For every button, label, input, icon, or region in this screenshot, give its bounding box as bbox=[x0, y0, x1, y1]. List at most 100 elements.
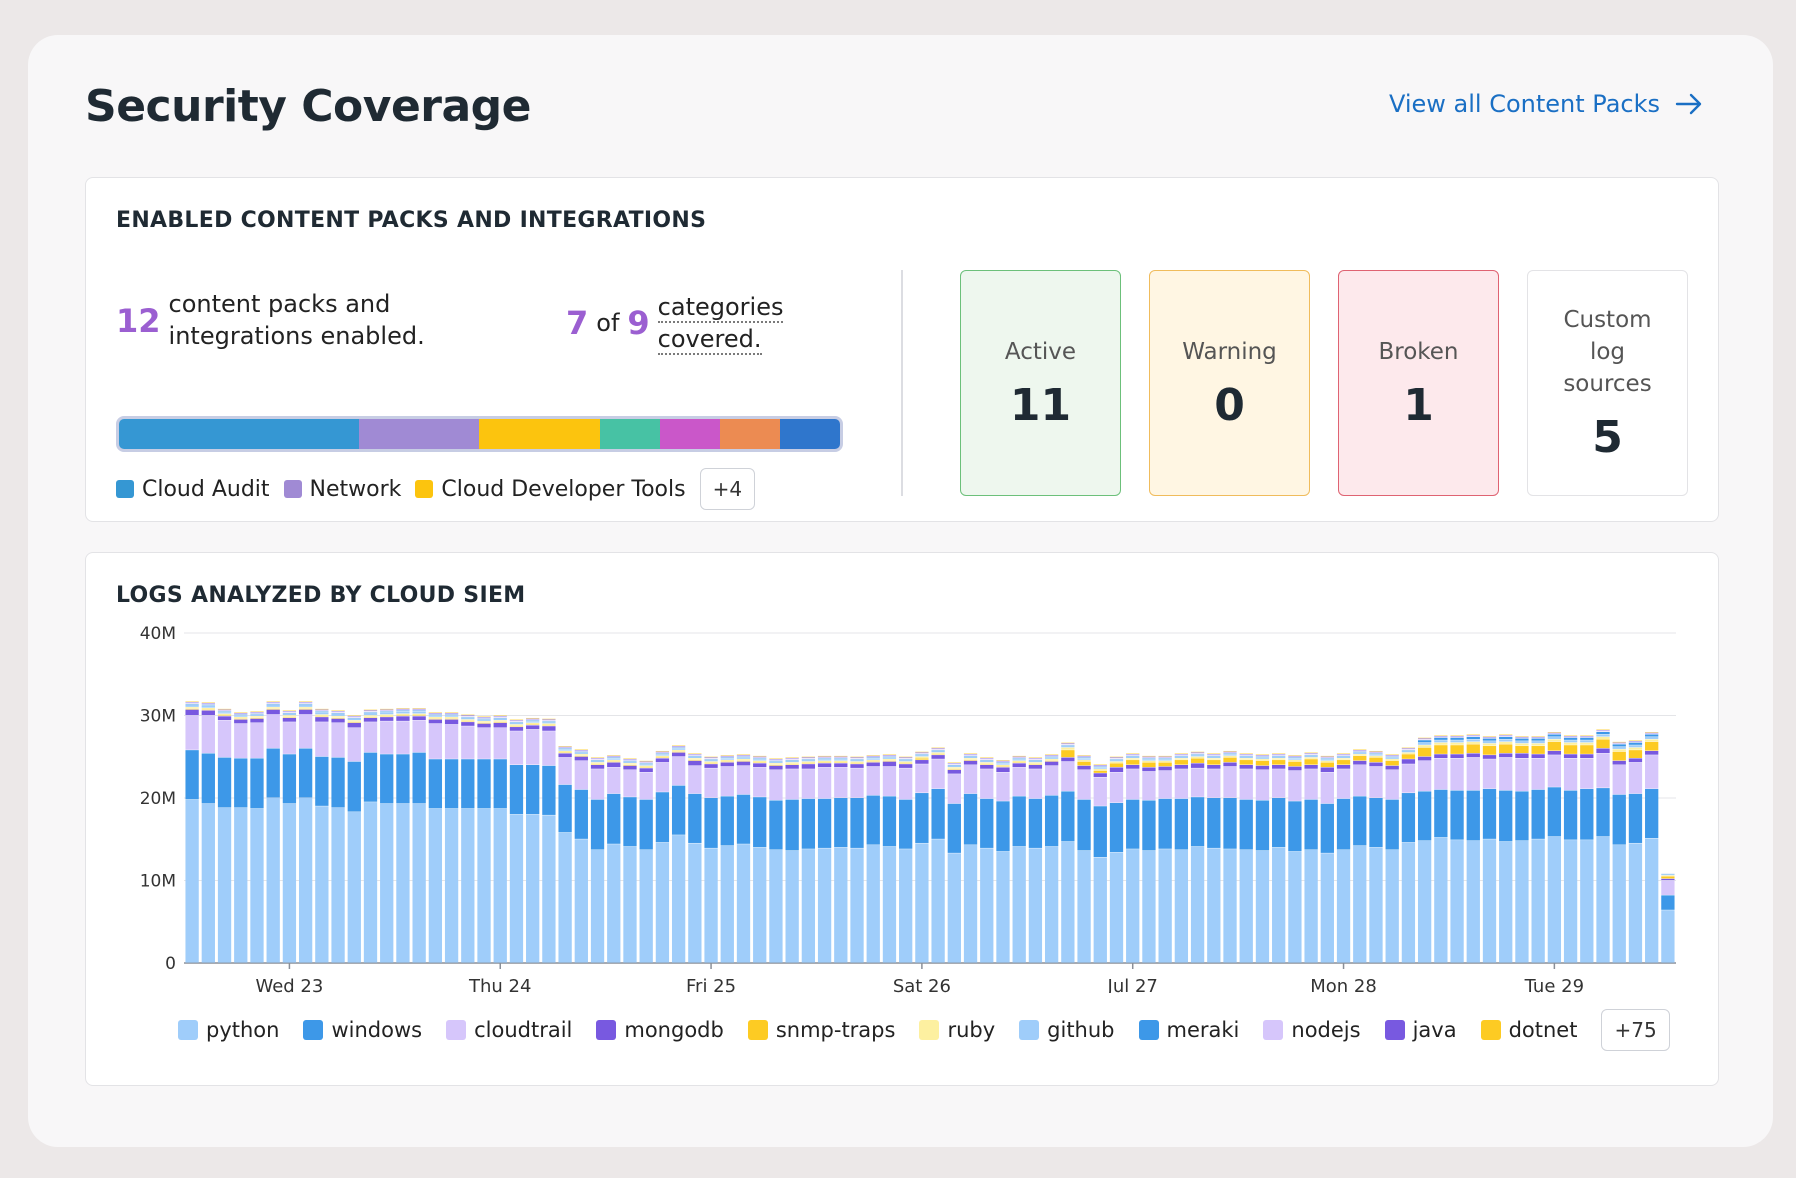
bar-ruby[interactable] bbox=[1044, 759, 1059, 761]
bar-mongodb[interactable] bbox=[1272, 765, 1286, 769]
bar-ruby[interactable] bbox=[996, 765, 1010, 767]
bar-snmp-traps[interactable] bbox=[1547, 741, 1562, 751]
bar-github[interactable] bbox=[1158, 759, 1172, 761]
bar-ruby[interactable] bbox=[201, 708, 215, 710]
bar-ruby[interactable] bbox=[1482, 743, 1497, 746]
bar-mongodb[interactable] bbox=[282, 717, 297, 722]
bar-python[interactable] bbox=[1288, 851, 1302, 963]
bar-windows[interactable] bbox=[477, 759, 491, 809]
bar-cloudtrail[interactable] bbox=[444, 724, 459, 759]
bar-snmp-traps[interactable] bbox=[1434, 745, 1448, 754]
bar-windows[interactable] bbox=[1239, 799, 1253, 850]
bar-windows[interactable] bbox=[1369, 798, 1383, 848]
bar-cloudtrail[interactable] bbox=[185, 715, 199, 750]
bar-mongodb[interactable] bbox=[801, 764, 816, 769]
bar-python[interactable] bbox=[1028, 848, 1043, 963]
legend-item-github[interactable]: github bbox=[1019, 1018, 1115, 1042]
bar-mongodb[interactable] bbox=[1044, 761, 1059, 766]
bar-cloudtrail[interactable] bbox=[1239, 769, 1253, 800]
bar-python[interactable] bbox=[785, 850, 799, 963]
bar-ruby[interactable] bbox=[590, 762, 605, 764]
bar-cloudtrail[interactable] bbox=[477, 727, 491, 759]
bar-ruby[interactable] bbox=[753, 760, 767, 763]
bar-mongodb[interactable] bbox=[347, 722, 361, 728]
bar-snmp-traps[interactable] bbox=[1304, 759, 1318, 765]
bar-snmp-traps[interactable] bbox=[1645, 741, 1659, 751]
bar-ruby[interactable] bbox=[1272, 758, 1286, 760]
bar-python[interactable] bbox=[882, 846, 897, 963]
legend-item-dotnet[interactable]: dotnet bbox=[1480, 1018, 1577, 1042]
bar-python[interactable] bbox=[347, 812, 361, 963]
bar-mongodb[interactable] bbox=[671, 752, 686, 757]
bar-python[interactable] bbox=[1207, 848, 1221, 963]
bar-windows[interactable] bbox=[1336, 798, 1351, 850]
bar-windows[interactable] bbox=[671, 785, 686, 835]
bar-mongodb[interactable] bbox=[1028, 765, 1043, 769]
bar-windows[interactable] bbox=[558, 784, 572, 833]
bar-cloudtrail[interactable] bbox=[380, 721, 394, 754]
bar-windows[interactable] bbox=[1645, 788, 1659, 839]
bar-ruby[interactable] bbox=[1499, 741, 1513, 744]
bar-cloudtrail[interactable] bbox=[1044, 765, 1059, 796]
bar-windows[interactable] bbox=[1482, 788, 1497, 839]
bar-segment[interactable] bbox=[779, 419, 840, 449]
bar-ruby[interactable] bbox=[1369, 755, 1383, 758]
bar-python[interactable] bbox=[1320, 853, 1334, 963]
bar-cloudtrail[interactable] bbox=[1028, 769, 1043, 799]
bar-windows[interactable] bbox=[1272, 798, 1286, 848]
bar-python[interactable] bbox=[720, 845, 734, 963]
bar-windows[interactable] bbox=[1304, 799, 1318, 850]
bar-python[interactable] bbox=[1499, 841, 1513, 963]
bar-cloudtrail[interactable] bbox=[704, 768, 718, 798]
bar-windows[interactable] bbox=[1596, 788, 1610, 837]
bar-cloudtrail[interactable] bbox=[866, 766, 880, 796]
bar-ruby[interactable] bbox=[1645, 739, 1659, 742]
bar-ruby[interactable] bbox=[1580, 742, 1594, 745]
bar-mongodb[interactable] bbox=[1142, 767, 1156, 772]
bar-python[interactable] bbox=[444, 808, 459, 963]
bar-github[interactable] bbox=[850, 760, 864, 762]
bar-python[interactable] bbox=[769, 849, 783, 963]
bar-snmp-traps[interactable] bbox=[1612, 751, 1626, 761]
bar-ruby[interactable] bbox=[915, 756, 929, 758]
bar-windows[interactable] bbox=[736, 794, 751, 844]
bar-ruby[interactable] bbox=[461, 719, 475, 721]
bar-python[interactable] bbox=[1336, 849, 1351, 963]
bar-windows[interactable] bbox=[655, 792, 670, 843]
bar-windows[interactable] bbox=[996, 801, 1010, 852]
bar-windows[interactable] bbox=[1499, 790, 1513, 842]
bar-windows[interactable] bbox=[963, 793, 978, 845]
bar-snmp-traps[interactable] bbox=[1353, 755, 1367, 761]
bar-ruby[interactable] bbox=[396, 713, 410, 716]
bar-windows[interactable] bbox=[1353, 796, 1367, 846]
bar-mongodb[interactable] bbox=[639, 768, 653, 773]
bar-github[interactable] bbox=[250, 714, 264, 716]
bar-ruby[interactable] bbox=[1353, 754, 1367, 756]
legend-item-cloudtrail[interactable]: cloudtrail bbox=[446, 1018, 572, 1042]
bar-cloudtrail[interactable] bbox=[1142, 771, 1156, 801]
bar-snmp-traps[interactable] bbox=[1077, 761, 1091, 766]
bar-ruby[interactable] bbox=[412, 713, 426, 716]
bar-mongodb[interactable] bbox=[607, 762, 621, 768]
bar-ruby[interactable] bbox=[1223, 755, 1237, 758]
bar-cloudtrail[interactable] bbox=[1531, 758, 1545, 790]
bar-github[interactable] bbox=[866, 758, 880, 760]
bar-cloudtrail[interactable] bbox=[1158, 770, 1172, 799]
bar-windows[interactable] bbox=[1450, 790, 1464, 840]
bar-cloudtrail[interactable] bbox=[736, 765, 751, 795]
bar-python[interactable] bbox=[1255, 850, 1270, 963]
bar-ruby[interactable] bbox=[1288, 760, 1302, 762]
bar-github[interactable] bbox=[1385, 757, 1399, 759]
bar-cloudtrail[interactable] bbox=[217, 720, 232, 758]
bar-snmp-traps[interactable] bbox=[1126, 760, 1140, 765]
bar-ruby[interactable] bbox=[1190, 756, 1205, 758]
bar-mongodb[interactable] bbox=[980, 765, 994, 769]
bar-ruby[interactable] bbox=[380, 714, 394, 716]
bar-python[interactable] bbox=[574, 839, 588, 963]
bar-python[interactable] bbox=[996, 851, 1010, 963]
bar-github[interactable] bbox=[1612, 746, 1626, 749]
bar-windows[interactable] bbox=[947, 803, 961, 853]
bar-ruby[interactable] bbox=[817, 760, 832, 763]
more-categories-button[interactable]: +4 bbox=[699, 468, 756, 510]
bar-mongodb[interactable] bbox=[947, 769, 961, 774]
